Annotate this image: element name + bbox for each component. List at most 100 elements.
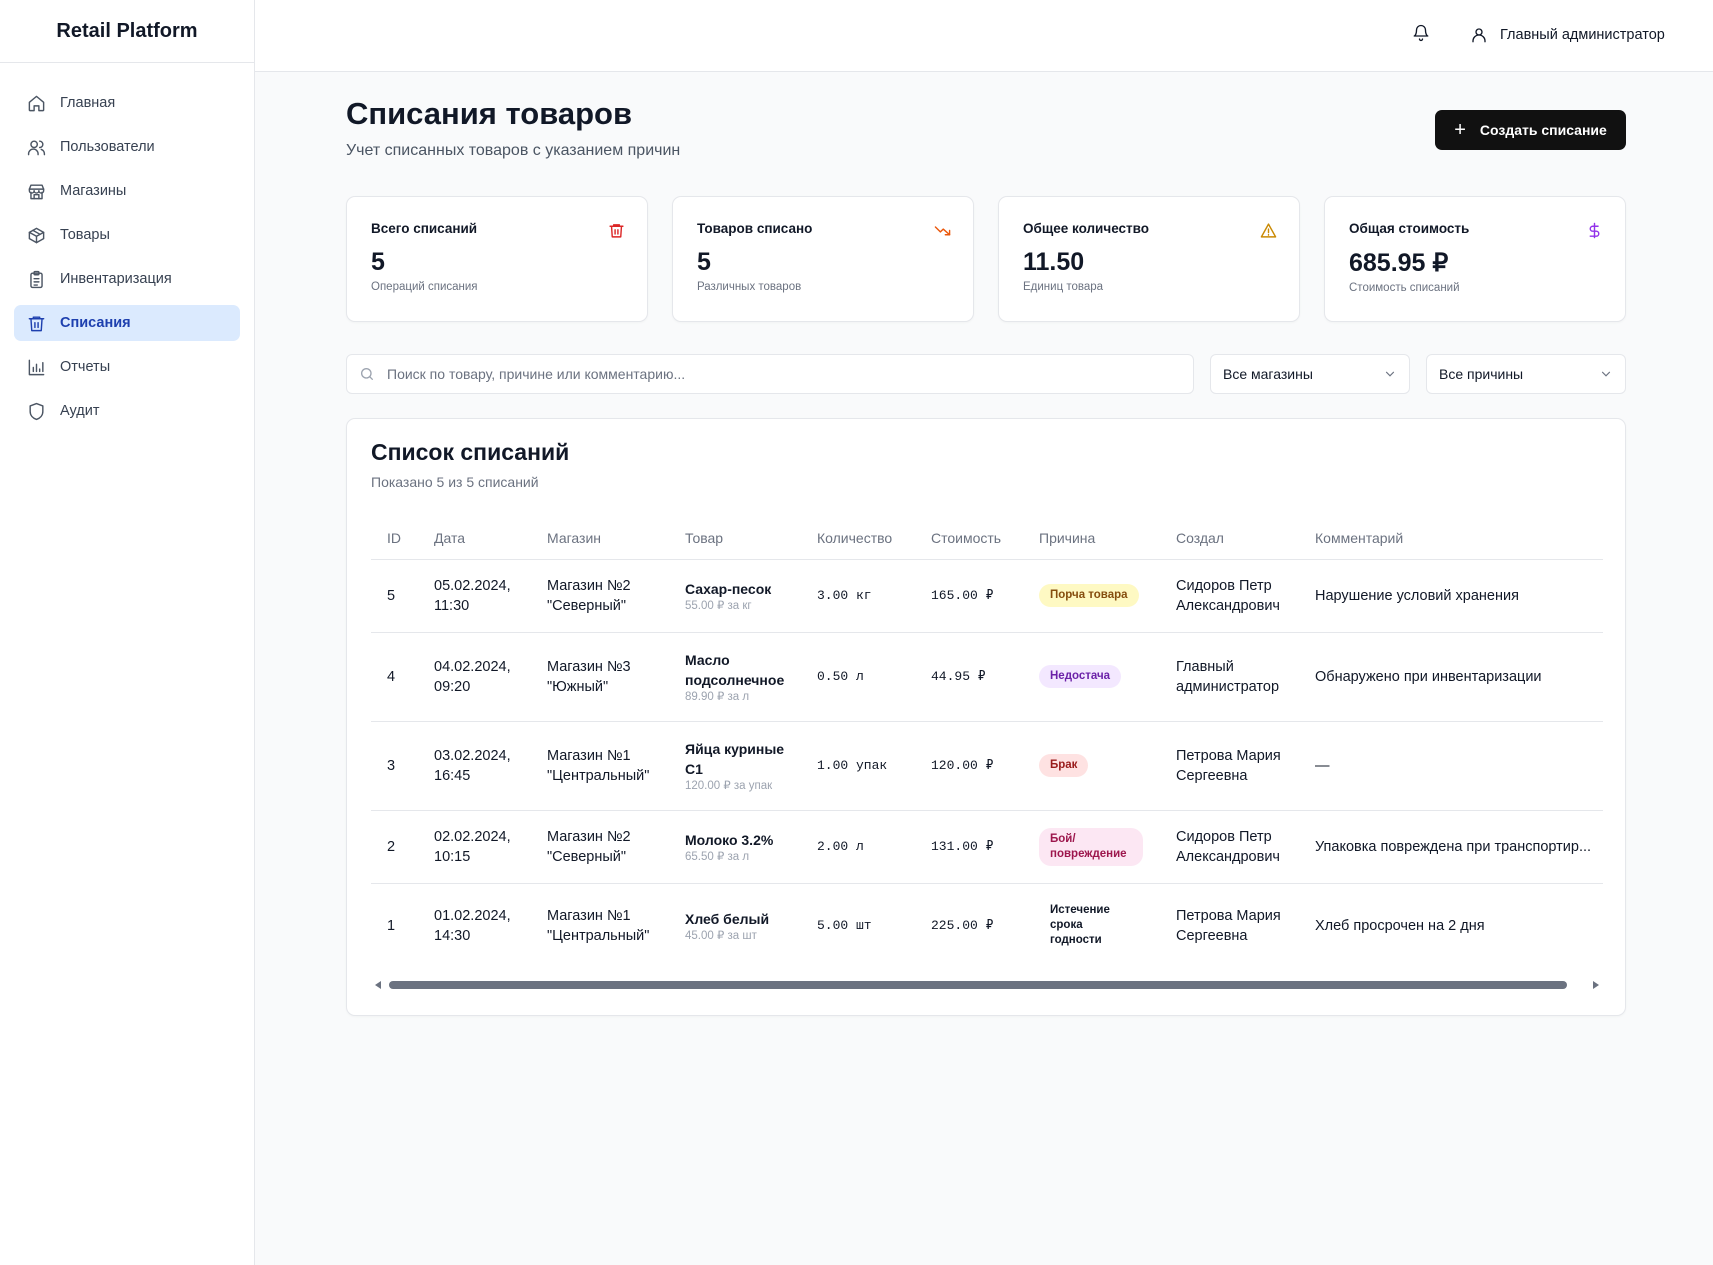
sidebar-item-writeoffs[interactable]: Списания (14, 305, 240, 341)
scrollbar-thumb[interactable] (389, 981, 1567, 989)
search-input[interactable] (387, 366, 1167, 382)
stat-value: 685.95 ₽ (1349, 249, 1449, 277)
cell-store: Магазин №2 "Северный" (531, 810, 669, 884)
stat-sub: Стоимость списаний (1349, 282, 1460, 294)
cell-creator: Сидоров Петр Александрович (1160, 559, 1299, 633)
stat-label: Товаров списано (697, 221, 813, 236)
cell-reason: Недостача (1023, 632, 1160, 722)
creator-line: Сергеевна (1176, 928, 1248, 945)
table-header-row: ID Дата Магазин Товар Количество Стоимос… (371, 518, 1603, 560)
creator-line: Сергеевна (1176, 767, 1248, 784)
cell-store: Магазин №2 "Северный" (531, 559, 669, 633)
cell-product: Масло подсолнечное 89.90 ₽ за л (669, 632, 801, 722)
column-header[interactable]: Создал (1160, 518, 1299, 560)
horizontal-scrollbar[interactable] (371, 979, 1603, 991)
column-header[interactable]: Причина (1023, 518, 1160, 560)
table-row[interactable]: 5 05.02.2024, 11:30 Магазин №2 "Северный" … (371, 559, 1603, 633)
cell-cost: 120.00 ₽ (915, 721, 1023, 811)
scroll-right-arrow-icon[interactable] (1593, 981, 1599, 989)
cell-product: Яйца куриные С1 120.00 ₽ за упак (669, 721, 801, 811)
store-select-value: Все магазины (1223, 366, 1313, 382)
creator-line: Главный (1176, 658, 1234, 675)
cell-comment: Упаковка повреждена при транспортир... (1299, 810, 1603, 884)
cell-id: 5 (371, 559, 418, 633)
column-header[interactable]: Товар (669, 518, 801, 560)
store-line: Магазин №1 (547, 747, 631, 764)
home-icon (26, 93, 46, 113)
sidebar-item-reports[interactable]: Отчеты (14, 349, 240, 385)
cell-date: 05.02.2024, 11:30 (418, 559, 531, 633)
cell-cost: 165.00 ₽ (915, 559, 1023, 633)
reason-select-value: Все причины (1439, 366, 1524, 382)
product-name: Сахар-песок (685, 580, 772, 597)
column-header[interactable]: Дата (418, 518, 531, 560)
reason-select[interactable]: Все причины (1426, 354, 1626, 394)
creator-line: Сидоров Петр (1176, 828, 1272, 845)
cell-product: Молоко 3.2% 65.50 ₽ за л (669, 810, 801, 884)
sidebar-item-users[interactable]: Пользователи (14, 129, 240, 165)
search-box[interactable] (346, 354, 1194, 394)
store-line: "Центральный" (547, 928, 650, 945)
product-price: 120.00 ₽ за упак (685, 779, 773, 792)
scroll-left-arrow-icon[interactable] (375, 981, 381, 989)
create-writeoff-button[interactable]: + Создать списание (1435, 110, 1626, 150)
shield-icon (26, 401, 46, 421)
sidebar-item-label: Отчеты (60, 359, 111, 375)
sidebar-item-home[interactable]: Главная (14, 85, 240, 121)
sidebar-item-stores[interactable]: Магазины (14, 173, 240, 209)
cell-quantity: 3.00 кг (801, 559, 915, 633)
box-icon (26, 225, 46, 245)
cell-store: Магазин №1 "Центральный" (531, 883, 669, 969)
creator-line: Александрович (1176, 597, 1280, 614)
users-icon (26, 137, 46, 157)
time-line: 10:15 (434, 848, 471, 865)
clipboard-icon (26, 269, 46, 289)
cell-quantity: 2.00 л (801, 810, 915, 884)
cell-id: 2 (371, 810, 418, 884)
cell-comment: Нарушение условий хранения (1299, 559, 1603, 633)
sidebar-item-products[interactable]: Товары (14, 217, 240, 253)
store-icon (26, 181, 46, 201)
table-row[interactable]: 2 02.02.2024, 10:15 Магазин №2 "Северный" … (371, 810, 1603, 884)
column-header[interactable]: Магазин (531, 518, 669, 560)
store-select[interactable]: Все магазины (1210, 354, 1410, 394)
creator-line: Сидоров Петр (1176, 577, 1272, 594)
creator-line: Петрова Мария (1176, 908, 1281, 925)
stat-card-total-cost: Общая стоимость 685.95 ₽ Стоимость списа… (1324, 196, 1626, 322)
date-line: 03.02.2024, (434, 747, 511, 764)
cell-cost: 44.95 ₽ (915, 632, 1023, 722)
sidebar-item-inventory[interactable]: Инвентаризация (14, 261, 240, 297)
store-line: Магазин №2 (547, 828, 631, 845)
stat-label: Всего списаний (371, 221, 478, 236)
column-header[interactable]: Стоимость (915, 518, 1023, 560)
chevron-down-icon (1385, 371, 1395, 377)
store-line: "Южный" (547, 678, 609, 695)
trending-down-icon (933, 221, 951, 239)
table-row[interactable]: 1 01.02.2024, 14:30 Магазин №1 "Центральны… (371, 883, 1603, 969)
sidebar-item-audit[interactable]: Аудит (14, 393, 240, 429)
store-line: "Северный" (547, 597, 627, 614)
stat-card-total-writeoffs: Всего списаний 5 Операций списания (346, 196, 648, 322)
trash-icon (607, 221, 625, 239)
brand-logo[interactable]: Retail Platform (0, 0, 254, 63)
product-price: 45.00 ₽ за шт (685, 930, 757, 943)
cell-quantity: 1.00 упак (801, 721, 915, 811)
cell-date: 01.02.2024, 14:30 (418, 883, 531, 969)
cell-id: 1 (387, 918, 396, 935)
table-row[interactable]: 4 04.02.2024, 09:20 Магазин №3 "Южный" Мас… (371, 632, 1603, 722)
column-header[interactable]: ID (371, 518, 418, 560)
column-header[interactable]: Количество (801, 518, 915, 560)
table-row[interactable]: 3 03.02.2024, 16:45 Магазин №1 "Центральны… (371, 721, 1603, 811)
user-menu[interactable]: Главный администратор (1470, 24, 1665, 46)
cell-date: 03.02.2024, 16:45 (418, 721, 531, 811)
bar-chart-icon (26, 357, 46, 377)
reason-badge: Недостача (1039, 665, 1122, 688)
column-header[interactable]: Комментарий (1299, 518, 1603, 560)
cell-creator: Петрова Мария Сергеевна (1160, 721, 1299, 811)
stat-value: 5 (697, 248, 711, 276)
bell-icon[interactable] (1412, 24, 1432, 44)
create-writeoff-label: Создать списание (1479, 122, 1607, 138)
page-subtitle: Учет списанных товаров с указанием причи… (346, 142, 681, 159)
cell-reason: Истечение срока годности (1023, 883, 1160, 969)
sidebar-item-label: Магазины (60, 183, 127, 199)
